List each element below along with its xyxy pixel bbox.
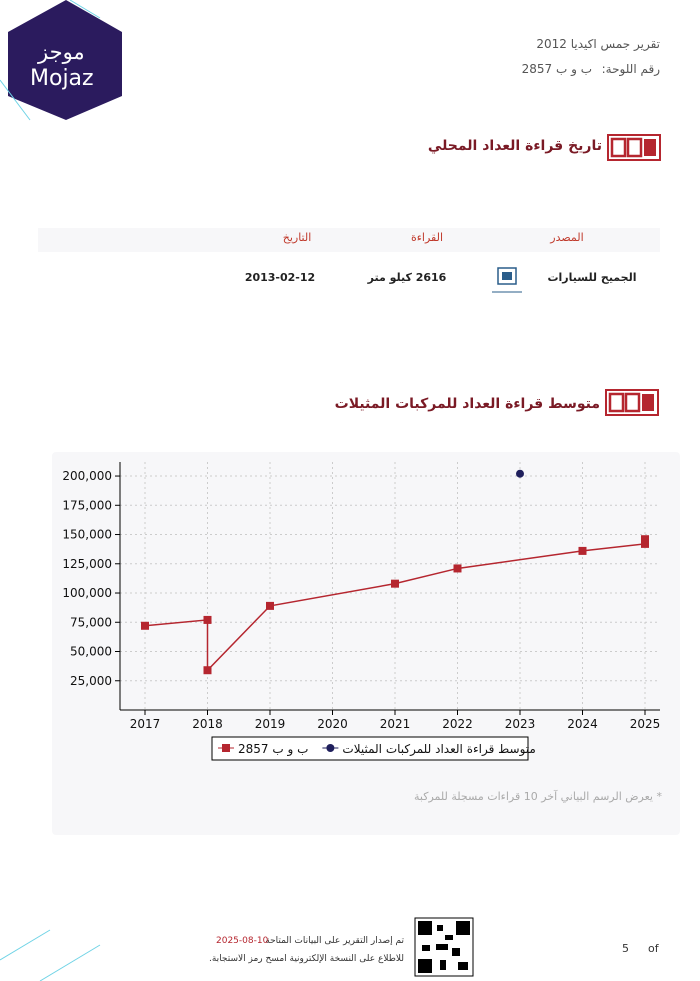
decor-line [69,0,101,19]
x-tick-label: 2020 [317,717,348,731]
legend-marker [326,744,335,752]
marker [391,579,399,588]
chart-note: * يعرض الرسم البياني آخر 10 قراءات مسجلة… [414,790,662,803]
table-header: القراءة [410,231,444,244]
plate: ب و ب 2857 [521,62,592,76]
report-title: تقرير جمس اكيديا 2012 [536,37,660,51]
odometer-icon [605,389,659,416]
logo-hex [8,0,122,120]
odometer-icon [607,134,661,161]
marker [641,535,649,544]
y-tick-label: 50,000 [70,645,112,659]
x-tick-label: 2017 [130,717,161,731]
marker [203,666,212,675]
page-number: 5 [622,942,629,955]
logo-arabic: موجز [38,40,85,64]
y-tick-label: 100,000 [62,586,112,600]
y-tick-label: 75,000 [70,615,112,629]
decor-line [0,79,31,121]
table-cell: 2013-02-12 [244,271,316,284]
x-tick-label: 2019 [255,717,286,731]
section-title: متوسط قراءة العداد للمركبات المثيلات [334,396,600,412]
qr-code [414,917,474,977]
x-tick-label: 2023 [505,717,536,731]
footer-date: 2025-08-10 [216,936,269,946]
table-header: التاريخ [282,231,312,244]
decor-line [0,929,51,961]
decor-line [39,944,101,981]
table-header: المصدر [550,231,584,244]
legend-marker [222,744,230,752]
legend-label: ب و ب 2857 [238,742,308,757]
x-tick-label: 2021 [380,717,411,731]
marker [266,601,274,610]
table-header-band [38,228,660,252]
legend-box [211,736,529,761]
y-tick-label: 200,000 [62,469,112,483]
y-tick-label: 175,000 [62,498,112,512]
table-cell: 2616 كيلو متر [367,271,447,284]
table-cell: الجميح للسيارات [547,271,637,284]
footer-scan: للاطلاع على النسخة الإلكترونية امسح رمز … [209,954,404,964]
chart-card [52,452,680,835]
x-tick-label: 2018 [192,717,223,731]
marker [578,546,587,555]
x-tick-label: 2024 [567,717,598,731]
marker [453,564,462,573]
footer-issued: تم إصدار التقرير على البيانات المتاحة [265,936,404,946]
y-tick-label: 150,000 [62,528,112,542]
logo-latin: Mojaz [30,66,94,91]
marker [141,621,149,630]
y-tick-label: 125,000 [62,557,112,571]
section-title: تاريخ قراءة العداد المحلي [427,138,602,154]
plate-label: رقم اللوحة: [601,62,660,76]
dealer-logo [492,267,522,293]
marker [516,469,524,478]
y-tick-label: 25,000 [70,674,112,688]
marker [203,615,212,624]
x-tick-label: 2025 [630,717,661,731]
marker [641,539,649,548]
legend-label: متوسط قراءة العداد للمركبات المثيلات [342,742,535,757]
x-tick-label: 2022 [442,717,473,731]
page-of: of [648,942,659,955]
